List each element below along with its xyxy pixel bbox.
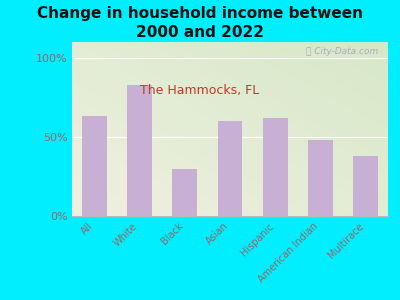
Bar: [353, 156, 378, 216]
Bar: [218, 121, 242, 216]
Bar: [172, 169, 197, 216]
Bar: [127, 85, 152, 216]
Bar: [82, 116, 107, 216]
Text: Change in household income between
2000 and 2022: Change in household income between 2000 …: [37, 6, 363, 40]
Bar: [308, 140, 333, 216]
Bar: [263, 118, 288, 216]
Text: ⓘ City-Data.com: ⓘ City-Data.com: [306, 47, 378, 56]
Text: The Hammocks, FL: The Hammocks, FL: [140, 84, 260, 97]
